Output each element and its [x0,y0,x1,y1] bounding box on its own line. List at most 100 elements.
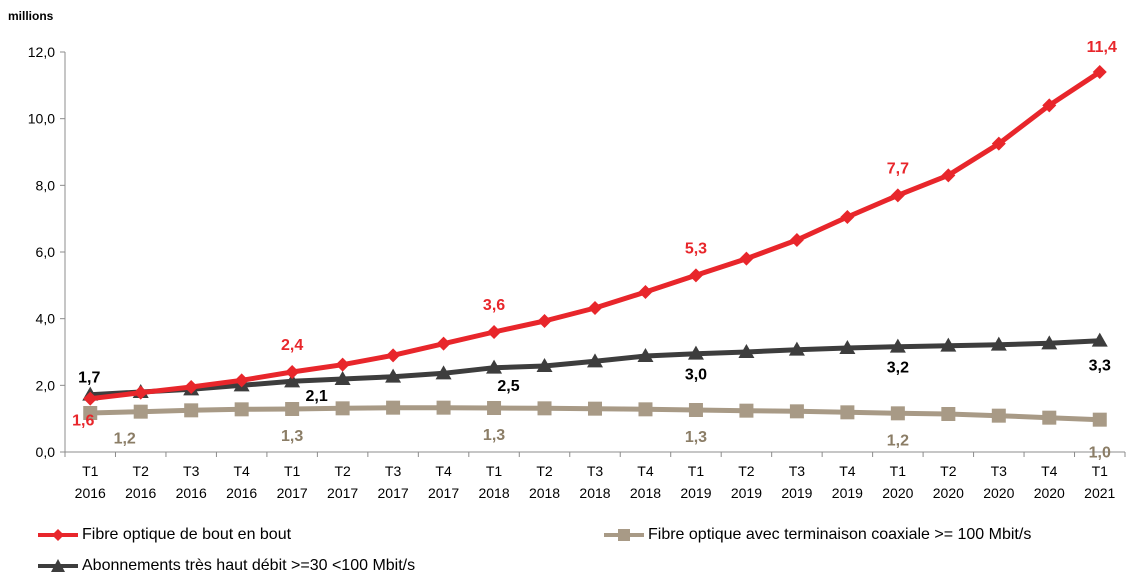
x-tick-label-year: 2020 [1034,485,1065,501]
x-tick-label-year: 2019 [680,485,711,501]
legend-item-fibre-bout-en-bout: Fibre optique de bout en bout [38,526,291,544]
x-tick-label-quarter: T1 [1092,463,1109,479]
data-point [637,348,654,362]
data-label: 11,4 [1087,39,1117,56]
data-point [234,402,249,417]
data-label: 2,4 [281,337,303,354]
legend-swatch-fibre-coaxiale [604,529,644,541]
data-label: 3,2 [887,360,909,377]
data-point [991,136,1006,151]
data-point [386,348,401,363]
data-point [638,285,653,299]
y-tick-label: 10,0 [28,111,55,127]
x-tick-label-quarter: T2 [738,463,755,479]
data-point [335,401,350,416]
x-tick-label-quarter: T3 [385,463,402,479]
x-tick-label-quarter: T4 [839,463,856,479]
data-point [184,380,199,394]
x-tick-label-quarter: T2 [334,463,351,479]
data-point [940,337,957,352]
data-point [840,405,855,420]
data-point [284,373,301,388]
x-tick-label-quarter: T4 [637,463,654,479]
data-point [687,345,704,360]
data-point [536,358,553,372]
legend-label-fibre-coaxiale: Fibre optique avec terminaison coaxiale … [648,526,1032,543]
data-label: 1,2 [887,432,909,449]
data-point [83,391,98,406]
data-point [486,359,503,374]
x-tick-label-quarter: T1 [284,463,301,479]
data-point [587,353,603,368]
x-tick-label-quarter: T4 [1041,463,1058,479]
y-tick-label: 2,0 [36,377,56,393]
data-label: 2,5 [497,378,519,395]
data-point [739,403,754,418]
x-tick-label-year: 2017 [378,485,409,501]
data-point [990,336,1007,351]
data-point [435,365,452,380]
data-point [688,403,703,417]
data-point [739,251,754,266]
x-tick-label-year: 2019 [731,485,762,501]
data-point [334,371,351,385]
x-tick-label-quarter: T1 [890,463,907,479]
data-point [738,344,755,358]
legend-item-tres-haut-debit: Abonnements très haut débit >=30 <100 Mb… [38,557,415,575]
x-tick-label-year: 2021 [1084,485,1115,501]
data-point [1091,332,1108,347]
data-point [537,314,552,328]
data-point [588,301,602,315]
y-tick-label: 12,0 [28,44,55,60]
x-tick-label-year: 2020 [933,485,964,501]
legend-item-fibre-coaxiale: Fibre optique avec terminaison coaxiale … [604,526,1031,544]
x-tick-label-quarter: T2 [940,463,957,479]
data-point [184,403,199,418]
x-tick-label-quarter: T3 [991,463,1008,479]
data-point [285,402,300,416]
x-tick-label-year: 2020 [983,485,1014,501]
data-point [839,340,856,354]
x-tick-label-year: 2016 [176,485,207,501]
legend-label-tres-haut-debit: Abonnements très haut débit >=30 <100 Mb… [82,557,416,574]
data-label: 3,6 [483,297,505,314]
data-label: 3,3 [1089,358,1111,375]
x-tick-label-year: 2018 [579,485,610,501]
x-tick-label-year: 2020 [882,485,913,501]
data-point [83,406,98,420]
x-tick-label-quarter: T1 [688,463,705,479]
data-label: 2,1 [305,388,327,405]
data-point [889,338,906,353]
data-point [436,400,451,415]
x-tick-label-quarter: T1 [486,463,503,479]
y-tick-label: 8,0 [36,177,56,193]
x-tick-label-quarter: T4 [435,463,452,479]
data-point [487,401,502,415]
x-tick-label-year: 2019 [832,485,863,501]
y-axis-label: millions [8,9,54,23]
x-tick-label-quarter: T2 [133,463,150,479]
x-tick-label-year: 2016 [75,485,106,501]
data-label: 1,0 [1089,445,1111,462]
data-point [890,188,905,203]
x-tick-label-quarter: T3 [789,463,806,479]
data-point [487,325,502,339]
y-tick-label: 6,0 [36,244,56,260]
x-tick-label-year: 2016 [125,485,156,501]
data-label: 1,2 [114,431,136,448]
data-point [234,373,249,388]
data-point [1042,98,1057,113]
x-tick-label-year: 2017 [428,485,459,501]
data-label: 3,0 [685,367,707,384]
data-label: 1,3 [281,428,303,445]
data-point [890,406,905,421]
data-point [588,401,602,416]
data-point [537,401,552,416]
y-tick-label: 0,0 [36,444,56,460]
x-tick-label-year: 2018 [478,485,509,501]
data-point [789,404,804,419]
data-point [991,408,1006,423]
data-point [133,385,148,400]
data-point [385,368,402,383]
x-tick-label-quarter: T2 [536,463,553,479]
